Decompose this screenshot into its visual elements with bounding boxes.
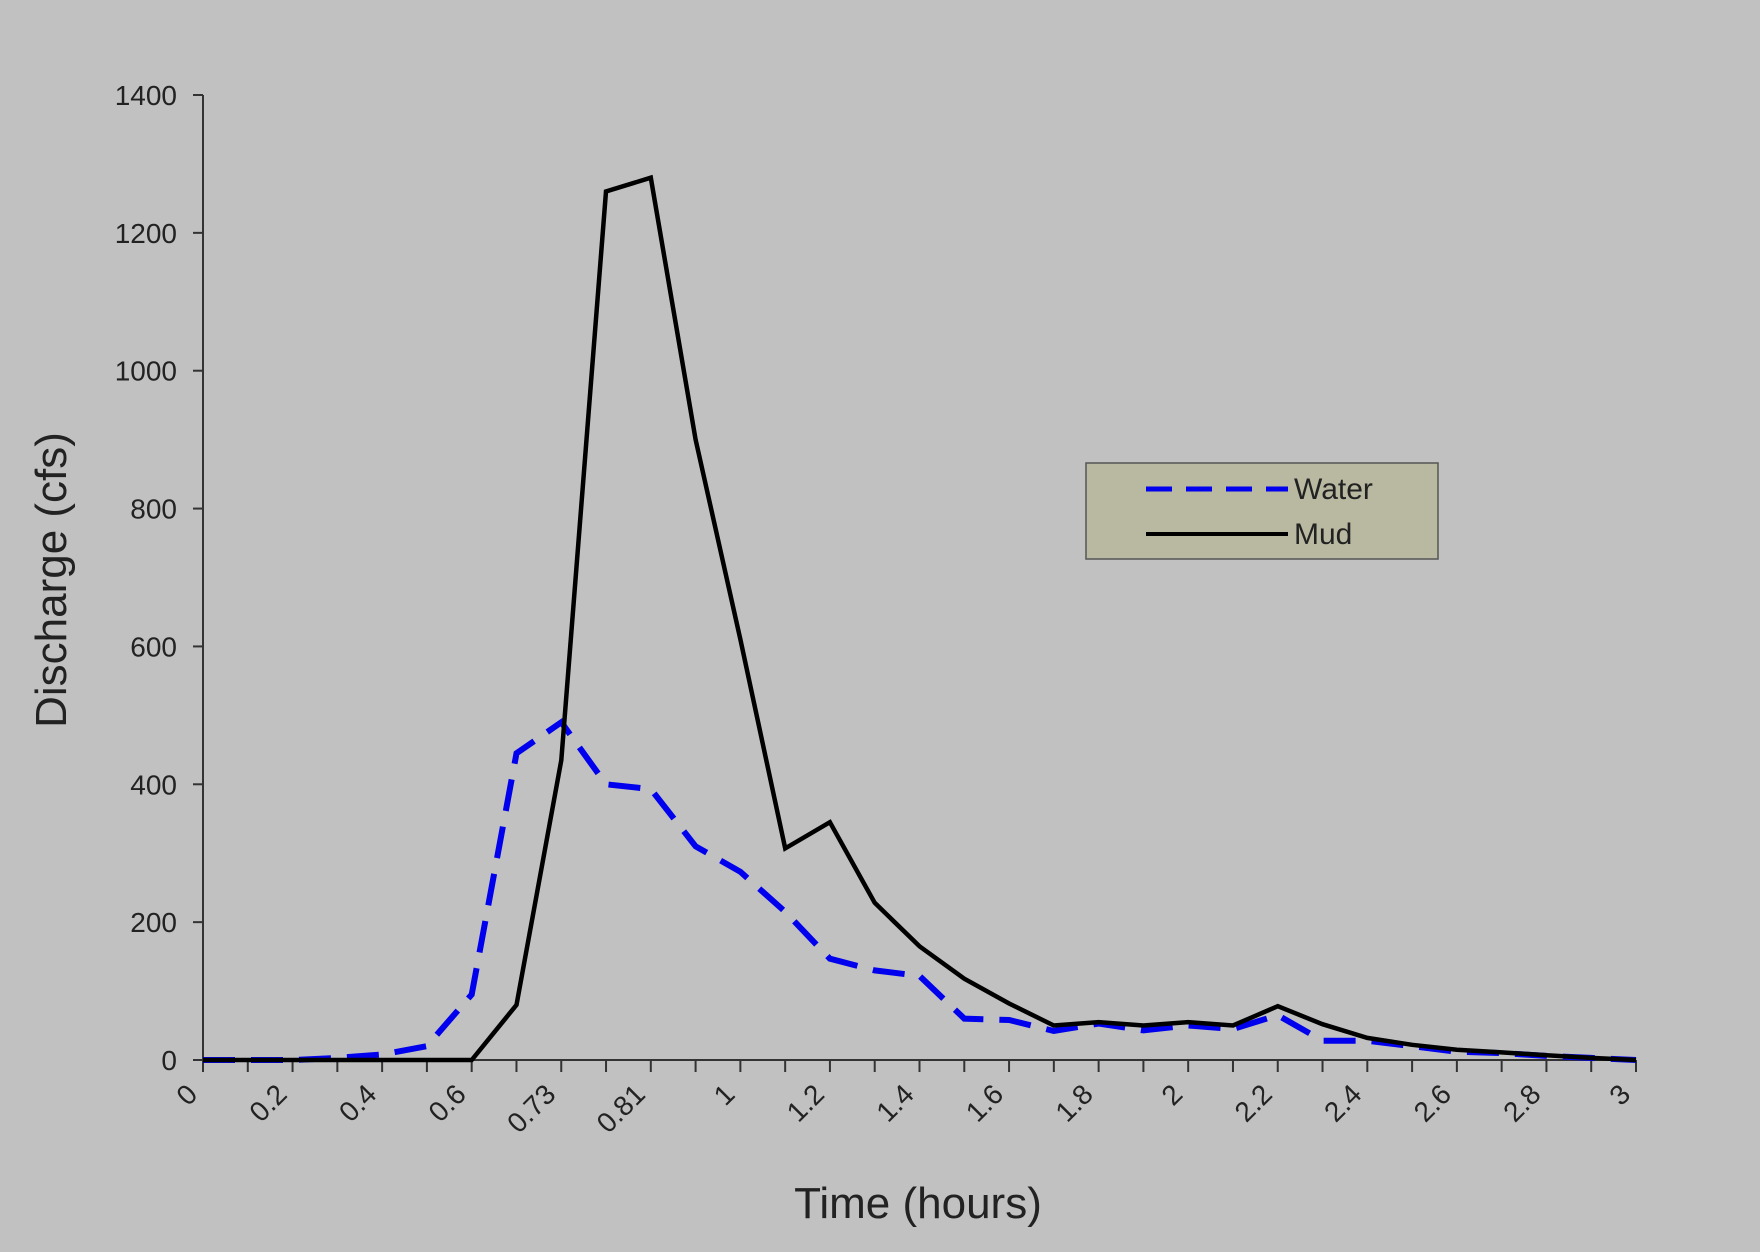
- series-line-mud: [203, 174, 1637, 1063]
- series-layer: [203, 174, 1637, 1063]
- legend-mud-label: Mud: [1294, 518, 1352, 551]
- y-tick-label: 1000: [115, 356, 177, 387]
- legend-box: [1085, 462, 1439, 560]
- y-tick-label: 800: [130, 494, 177, 525]
- y-tick-label: 0: [161, 1045, 177, 1076]
- y-tick-label: 600: [130, 631, 177, 662]
- y-tick-label: 400: [130, 769, 177, 800]
- y-axis-title: Discharge (cfs): [27, 432, 76, 728]
- y-tick-label: 200: [130, 907, 177, 938]
- legend-water-label: Water: [1294, 473, 1373, 506]
- y-tick-label: 1400: [115, 80, 177, 111]
- y-tick-label: 1200: [115, 218, 177, 249]
- legend: Water Mud: [1085, 462, 1439, 560]
- x-axis-title: Time (hours): [794, 1179, 1042, 1228]
